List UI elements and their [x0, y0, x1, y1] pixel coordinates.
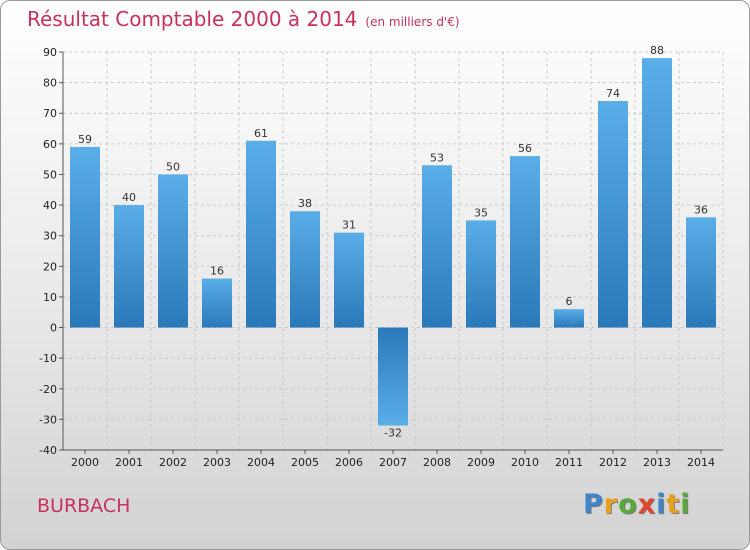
x-tick-label-2013: 2013 — [643, 456, 671, 469]
bar-layer — [70, 58, 716, 426]
y-tick-label: 70 — [43, 107, 57, 120]
x-tick-label-2014: 2014 — [687, 456, 715, 469]
bar-2008 — [422, 165, 452, 328]
bar-2003 — [202, 278, 232, 328]
bar-2010 — [510, 156, 540, 328]
data-label-2014: 36 — [694, 203, 708, 216]
data-label-2003: 16 — [210, 265, 224, 278]
x-tick-label-2011: 2011 — [555, 456, 583, 469]
bar-2009 — [466, 220, 496, 328]
data-label-2009: 35 — [474, 206, 488, 219]
chart-title: Résultat Comptable 2000 à 2014 (en millie… — [27, 7, 460, 31]
x-tick-label-2009: 2009 — [467, 456, 495, 469]
x-tick-label-2008: 2008 — [423, 456, 451, 469]
data-label-2010: 56 — [518, 142, 532, 155]
x-tick-label-2007: 2007 — [379, 456, 407, 469]
x-tick-label-2010: 2010 — [511, 456, 539, 469]
axis-layer — [59, 51, 723, 454]
x-tick-label-2004: 2004 — [247, 456, 275, 469]
data-label-2008: 53 — [430, 151, 444, 164]
bar-2014 — [686, 217, 716, 328]
x-tick-label-2001: 2001 — [115, 456, 143, 469]
x-tick-label-2002: 2002 — [159, 456, 187, 469]
bar-2013 — [642, 58, 672, 328]
proxiti-logo: Proxiti — [583, 489, 691, 520]
unit-label: (en milliers d'€) — [365, 15, 460, 29]
data-label-2007: -32 — [384, 427, 402, 440]
y-tick-label: -40 — [39, 444, 57, 457]
bar-2004 — [246, 140, 276, 328]
label-layer: -40 -30 -20 -10 0 10 20 30 40 50 60 70 80 90 59 2000 40 2… — [39, 44, 715, 469]
logo-letter: i — [656, 489, 667, 520]
bar-2002 — [158, 174, 188, 328]
data-label-2006: 31 — [342, 219, 356, 232]
title-text: Résultat Comptable 2000 à 2014 — [27, 7, 358, 31]
bar-2012 — [598, 100, 628, 328]
y-tick-label: -30 — [39, 413, 57, 426]
y-tick-label: 20 — [43, 260, 57, 273]
x-tick-label-2003: 2003 — [203, 456, 231, 469]
x-tick-label-2000: 2000 — [71, 456, 99, 469]
logo-letter: t — [666, 489, 681, 520]
y-tick-label: -20 — [39, 383, 57, 396]
bar-2005 — [290, 211, 320, 328]
y-tick-label: 50 — [43, 168, 57, 181]
y-tick-label: 90 — [43, 46, 57, 59]
bar-2011 — [554, 309, 584, 328]
data-label-2011: 6 — [566, 295, 573, 308]
data-label-2001: 40 — [122, 191, 136, 204]
logo-letter: r — [603, 489, 619, 520]
data-label-2013: 88 — [650, 44, 664, 57]
y-tick-label: 30 — [43, 230, 57, 243]
y-tick-label: 60 — [43, 138, 57, 151]
x-tick-label-2005: 2005 — [291, 456, 319, 469]
x-tick-label-2012: 2012 — [599, 456, 627, 469]
logo-letter: P — [583, 489, 604, 520]
bar-2001 — [114, 205, 144, 328]
y-tick-label: 80 — [43, 77, 57, 90]
logo-letter: i — [680, 489, 691, 520]
data-label-2005: 38 — [298, 197, 312, 210]
data-label-2004: 61 — [254, 127, 268, 140]
bar-2006 — [334, 232, 364, 328]
y-tick-label: 10 — [43, 291, 57, 304]
data-label-2000: 59 — [78, 133, 92, 146]
commune-name: BURBACH — [37, 495, 131, 517]
logo-letter: o — [618, 489, 638, 520]
y-tick-label: 0 — [50, 322, 57, 335]
y-tick-label: 40 — [43, 199, 57, 212]
bar-2007 — [378, 327, 408, 426]
data-label-2002: 50 — [166, 160, 180, 173]
bar-2000 — [70, 146, 100, 328]
x-tick-label-2006: 2006 — [335, 456, 363, 469]
data-label-2012: 74 — [606, 87, 620, 100]
logo-letter: x — [637, 489, 657, 520]
y-tick-label: -10 — [39, 352, 57, 365]
